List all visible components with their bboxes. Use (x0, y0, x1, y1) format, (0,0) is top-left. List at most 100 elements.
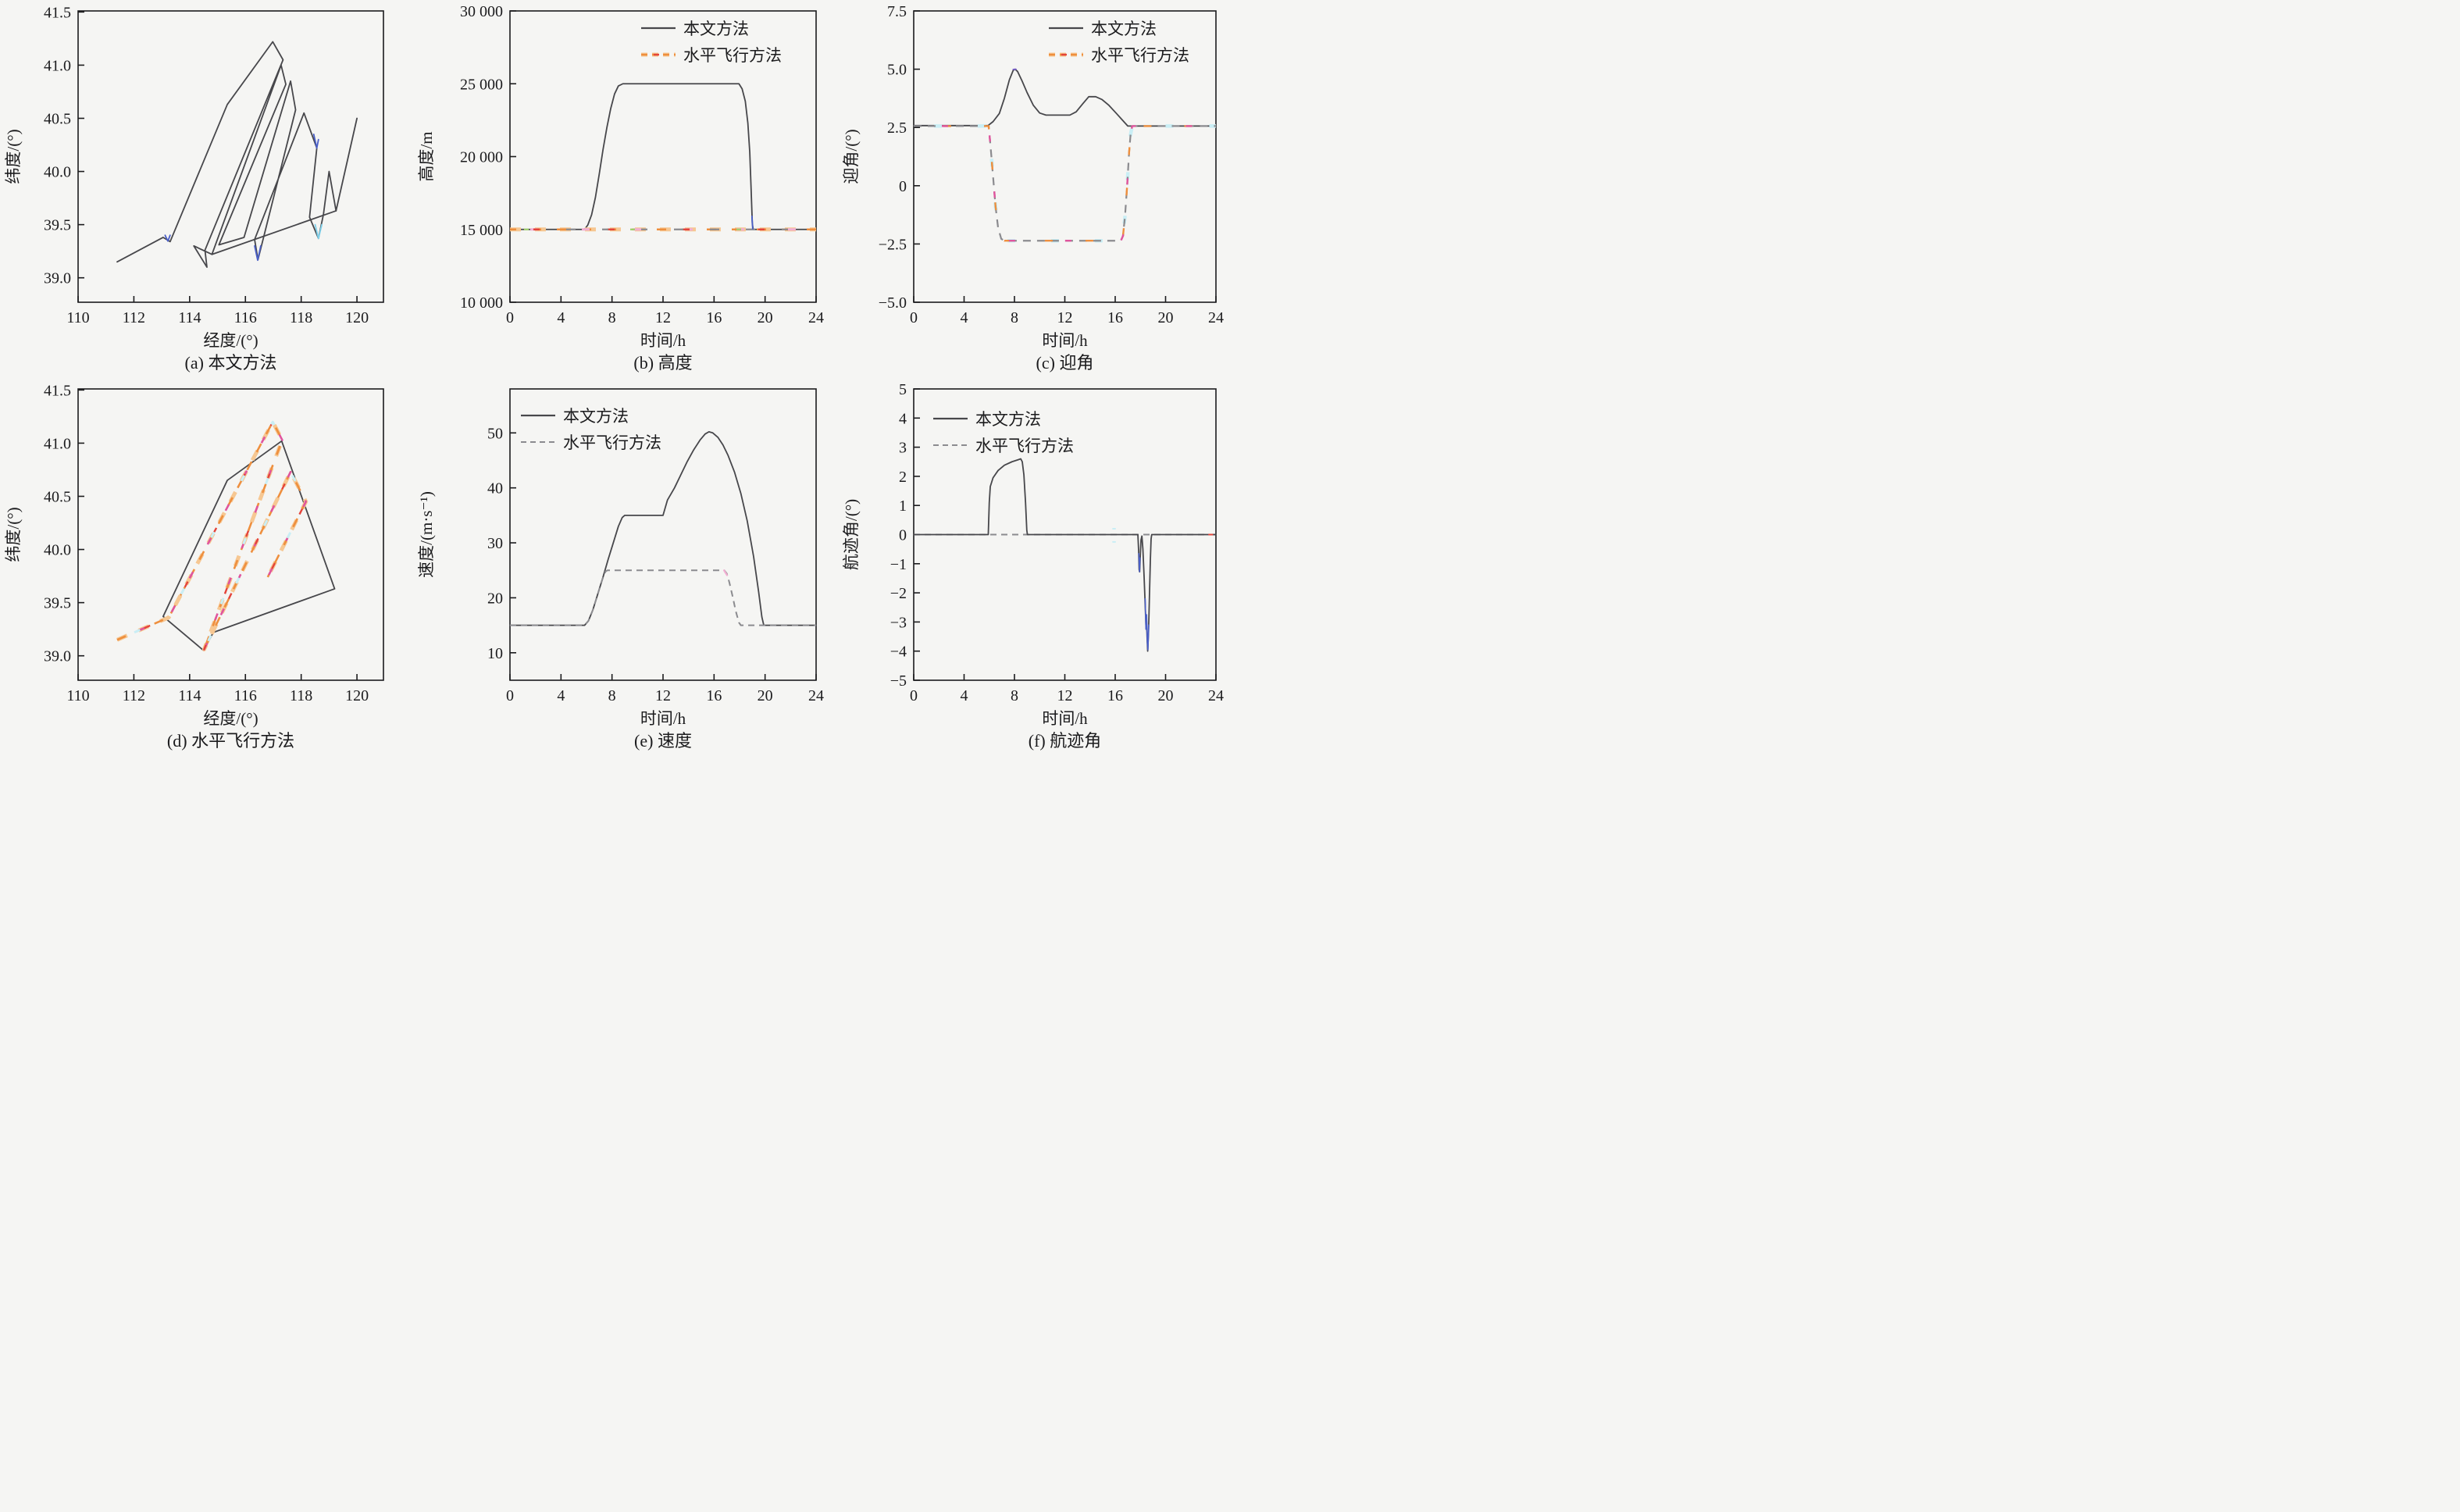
panel-f-caption: (f) 航迹角 (1029, 731, 1101, 751)
panel-a-series-crossline (211, 210, 337, 255)
panel-a-series-accent (312, 134, 319, 149)
panel-e-y-tick-label: 30 (487, 535, 503, 552)
panel-e-frame (509, 388, 817, 681)
panel-c-series-compare-layer0 (914, 124, 1216, 243)
panel-b-x-tick-label: 16 (706, 309, 722, 326)
panel-a-x-tick-label: 118 (290, 309, 312, 326)
panel-c-x-tick-label: 12 (1057, 309, 1073, 326)
panel-d-x-tick-label: 116 (234, 687, 257, 704)
panel-f-y-tick-label: 0 (899, 527, 907, 544)
panel-e-y-tick-label: 50 (487, 425, 503, 442)
panel-d-y-tick-label: 40.0 (44, 542, 71, 559)
panel-f-xlabel: 时间/h (1042, 709, 1088, 728)
panel-d-ylabel: 纬度/(°) (4, 507, 23, 562)
panel-c-series-compare-layer2 (914, 125, 1216, 242)
panel-f-x-tick-label: 12 (1057, 687, 1073, 704)
panel-f-y-tick-label: 2 (899, 469, 907, 486)
panel-a-series-main (116, 41, 358, 268)
panel-c-legend-solid-label: 本文方法 (1091, 20, 1157, 38)
panel-b-x-tick-label: 12 (655, 309, 671, 326)
panel-c-y-tick-label: 7.5 (887, 3, 907, 20)
panel-e-legend-dashed-label: 水平飞行方法 (563, 433, 661, 452)
panel-a-xlabel: 经度/(°) (203, 331, 258, 350)
panel-f-x-tick-label: 4 (961, 687, 968, 704)
panel-e-x-tick-label: 16 (706, 687, 722, 704)
panel-c-x-tick-label: 20 (1158, 309, 1174, 326)
panel-d-series-compare-layer3 (116, 421, 307, 651)
panel-f-x-tick-label: 20 (1158, 687, 1174, 704)
panel-e-caption: (e) 速度 (634, 731, 692, 751)
panel-b-y-tick-label: 15 000 (460, 222, 503, 239)
panel-f-ylabel: 航迹角/(°) (842, 499, 861, 570)
panel-f-y-tick-label: −1 (890, 556, 907, 573)
panel-c-series-compare-layer3 (914, 125, 1216, 242)
panel-a-x-tick-label: 114 (178, 309, 201, 326)
panel-a-ylabel: 纬度/(°) (4, 129, 23, 184)
panel-d-frame (77, 388, 384, 681)
panel-f-x-tick-label: 16 (1107, 687, 1123, 704)
panel-a-series-accent (314, 223, 323, 240)
panel-e-x-tick-label: 24 (808, 687, 824, 704)
panel-e-x-tick-label: 12 (655, 687, 671, 704)
panel-b-chart: 0 4 8 12 16 20 24 10 000 15 000 20 000 25 000 30 00… (417, 3, 824, 373)
panel-c-y-tick-label: −2.5 (879, 236, 907, 253)
panel-a-caption: (a) 本文方法 (185, 353, 277, 373)
panel-b-ylabel: 高度/m (417, 131, 436, 181)
panel-e-x-tick-label: 4 (557, 687, 565, 704)
panel-d-x-tick-label: 110 (66, 687, 89, 704)
panel-e-series-compare (510, 569, 816, 626)
panel-c-ylabel: 迎角/(°) (842, 129, 861, 184)
panel-c-y-tick-label: −5.0 (879, 294, 907, 312)
panel-e-y-tick-label: 40 (487, 480, 503, 497)
panel-f-x-tick-label: 24 (1208, 687, 1224, 704)
panel-b-y-tick-label: 20 000 (460, 149, 503, 166)
panel-f-y-tick-label: −2 (890, 585, 907, 602)
panel-f-y-tick-label: 1 (899, 497, 907, 515)
panel-c-x-tick-label: 8 (1011, 309, 1018, 326)
panel-a-y-tick-label: 39.5 (44, 217, 71, 234)
panel-d-y-tick-label: 40.5 (44, 488, 71, 505)
panel-c-series-main (913, 68, 1217, 127)
panel-e-x-tick-label: 8 (608, 687, 616, 704)
panel-f-y-tick-label: 4 (899, 410, 907, 427)
panel-a-y-tick-label: 40.0 (44, 164, 71, 181)
panel-d-series-compare-layer2 (116, 420, 308, 651)
panel-b-y-tick-label: 25 000 (460, 76, 503, 93)
panel-c-caption: (c) 迎角 (1036, 353, 1094, 373)
panel-b-legend-dashed-label: 水平飞行方法 (683, 46, 782, 65)
panel-f-x-tick-label: 0 (910, 687, 918, 704)
panel-f-y-tick-label: 3 (899, 440, 907, 457)
panel-b-y-tick-label: 30 000 (460, 3, 503, 20)
panel-c-chart: 0 4 8 12 16 20 24 −5.0 −2.5 0 2.5 5.0 7.5 本文方法水平飞行方法时… (842, 3, 1224, 373)
panel-b-x-tick-label: 8 (608, 309, 616, 326)
panel-d-x-tick-label: 112 (123, 687, 145, 704)
panel-c-x-tick-label: 16 (1107, 309, 1123, 326)
panel-b-series-main (509, 83, 817, 230)
panel-c-x-tick-label: 0 (910, 309, 918, 326)
panel-d-y-tick-label: 39.0 (44, 648, 71, 665)
panel-a-series-accent (164, 234, 171, 242)
panel-d-y-tick-label: 41.5 (44, 382, 71, 399)
panel-d-x-tick-label: 120 (345, 687, 369, 704)
panel-d-series-boundary (162, 440, 336, 651)
panel-a-series-accent (254, 244, 262, 262)
panel-d-x-tick-label: 114 (178, 687, 201, 704)
panel-f-chart: 0 4 8 12 16 20 24−5−4−3−2−1012345本文方法水平飞行方法时间/… (842, 381, 1224, 751)
panel-e-x-tick-label: 0 (506, 687, 514, 704)
panel-c-xlabel: 时间/h (1042, 331, 1088, 350)
panel-a-chart: 110 112 114 116 118 120 39.0 39.5 40.0 40.5 41.0 41… (4, 4, 384, 373)
panel-c-y-tick-label: 2.5 (887, 119, 907, 137)
panel-a-y-tick-label: 41.5 (44, 4, 71, 21)
panel-b-caption: (b) 高度 (633, 353, 692, 373)
panel-f-y-tick-label: 5 (899, 381, 907, 398)
panel-c-x-tick-label: 24 (1208, 309, 1224, 326)
panel-f-legend-dashed-label: 水平飞行方法 (975, 437, 1074, 455)
panel-b-series-accent (750, 216, 754, 230)
panel-a-y-tick-label: 39.0 (44, 270, 71, 287)
panel-b-x-tick-label: 20 (758, 309, 773, 326)
panel-d-y-tick-label: 41.0 (44, 435, 71, 452)
panel-a-frame (77, 10, 384, 303)
panel-d-x-tick-label: 118 (290, 687, 312, 704)
panel-d-xlabel: 经度/(°) (203, 709, 258, 728)
panel-f-series-main (913, 458, 1217, 652)
